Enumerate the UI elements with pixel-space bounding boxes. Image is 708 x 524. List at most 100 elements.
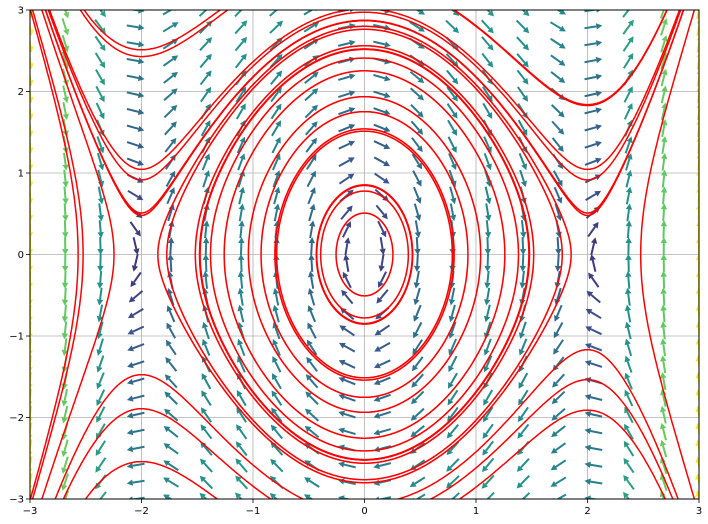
quiver-arrow bbox=[126, 157, 145, 166]
arrow-head bbox=[96, 415, 102, 423]
arrow-head bbox=[171, 71, 178, 79]
arrow-head bbox=[348, 107, 356, 114]
arrow-head bbox=[307, 288, 314, 295]
arrow-head bbox=[61, 316, 69, 323]
arrow-head bbox=[61, 366, 68, 373]
arrow-head bbox=[275, 103, 282, 111]
arrow-shaft bbox=[168, 344, 177, 356]
arrow-shaft bbox=[165, 175, 174, 188]
arrow-head bbox=[30, 249, 34, 256]
arrow-shaft bbox=[200, 124, 209, 137]
arrow-head bbox=[204, 120, 211, 127]
arrow-head bbox=[99, 44, 106, 52]
quiver-arrow bbox=[61, 287, 69, 306]
arrow-head bbox=[342, 271, 349, 279]
arrow-head bbox=[382, 177, 390, 184]
arrow-head bbox=[170, 104, 178, 112]
arrow-head bbox=[238, 220, 245, 227]
arrow-head bbox=[30, 468, 33, 473]
quiver-arrow bbox=[338, 123, 356, 133]
arrow-head bbox=[126, 462, 134, 469]
quiver-arrow bbox=[373, 376, 391, 386]
arrow-shaft bbox=[164, 141, 174, 153]
quiver-arrow bbox=[162, 55, 179, 67]
quiver-arrow bbox=[237, 153, 246, 171]
arrow-head bbox=[30, 46, 34, 53]
x-tick-label: 2 bbox=[584, 506, 590, 517]
arrow-shaft bbox=[378, 342, 391, 350]
quiver-arrow bbox=[379, 237, 386, 255]
arrow-head bbox=[199, 492, 207, 499]
quiver-arrow bbox=[338, 427, 356, 436]
quiver-arrow bbox=[269, 493, 278, 499]
quiver-arrow bbox=[63, 10, 70, 19]
arrow-head bbox=[307, 322, 314, 330]
quiver-arrow bbox=[273, 186, 281, 205]
arrow-head bbox=[30, 350, 33, 356]
arrow-shaft bbox=[556, 237, 560, 250]
x-tick-label: 1 bbox=[473, 506, 479, 517]
arrow-shaft bbox=[270, 108, 279, 120]
arrow-head bbox=[164, 391, 171, 399]
arrow-shaft bbox=[310, 259, 314, 272]
quiver-arrow bbox=[200, 424, 213, 440]
arrow-shaft bbox=[379, 237, 384, 250]
quiver-arrow bbox=[129, 221, 141, 237]
arrow-shaft bbox=[167, 411, 179, 422]
arrow-shaft bbox=[662, 310, 666, 323]
arrow-shaft bbox=[132, 479, 145, 484]
arrow-shaft bbox=[308, 394, 319, 405]
arrow-head bbox=[61, 484, 68, 491]
arrow-shaft bbox=[662, 192, 666, 205]
quiver-arrow bbox=[234, 53, 247, 69]
arrow-head bbox=[61, 400, 68, 407]
quiver-arrow bbox=[126, 428, 145, 436]
arrow-shaft bbox=[416, 253, 419, 266]
arrow-head bbox=[204, 153, 211, 161]
quiver-arrow bbox=[307, 305, 316, 323]
quiver-arrow bbox=[199, 70, 212, 86]
quiver-arrow bbox=[127, 343, 145, 352]
quiver-arrow bbox=[167, 253, 174, 272]
arrow-shaft bbox=[343, 412, 356, 419]
arrow-shaft bbox=[303, 10, 314, 16]
arrow-head bbox=[95, 499, 101, 506]
arrow-shaft bbox=[163, 91, 174, 101]
arrow-head bbox=[137, 108, 145, 116]
arrow-head bbox=[274, 186, 281, 194]
quiver-arrow bbox=[307, 288, 316, 306]
arrow-head bbox=[696, 1, 702, 8]
quiver-arrow bbox=[163, 477, 180, 488]
arrow-head bbox=[234, 492, 242, 499]
arrow-shaft bbox=[97, 457, 107, 469]
arrow-head bbox=[96, 282, 104, 289]
arrow-head bbox=[61, 501, 67, 508]
arrow-shaft bbox=[271, 141, 279, 154]
quiver-arrow bbox=[272, 356, 282, 373]
arrow-shaft bbox=[662, 293, 666, 306]
quiver-arrow bbox=[131, 253, 139, 272]
quiver-arrow bbox=[61, 456, 69, 474]
arrow-head bbox=[164, 374, 172, 381]
quiver-arrow bbox=[305, 374, 319, 389]
arrow-shaft bbox=[662, 327, 666, 340]
quiver-arrow bbox=[200, 86, 212, 103]
arrow-head bbox=[30, 333, 34, 339]
arrow-head bbox=[99, 61, 106, 69]
arrow-head bbox=[170, 121, 177, 128]
arrow-shaft bbox=[203, 428, 213, 440]
arrow-shaft bbox=[168, 327, 177, 339]
quiver-arrow bbox=[373, 359, 391, 369]
arrow-head bbox=[62, 198, 69, 205]
quiver-arrow bbox=[61, 338, 68, 357]
quiver-arrow bbox=[61, 388, 68, 407]
arrow-shaft bbox=[99, 491, 107, 499]
arrow-head bbox=[138, 41, 145, 48]
quiver-arrow bbox=[97, 220, 104, 239]
arrow-head bbox=[63, 45, 70, 53]
quiver-arrow bbox=[373, 410, 391, 419]
quiver-arrow bbox=[199, 475, 214, 490]
arrow-shaft bbox=[168, 378, 178, 389]
arrow-head bbox=[164, 408, 171, 416]
quiver-arrow bbox=[61, 473, 69, 491]
